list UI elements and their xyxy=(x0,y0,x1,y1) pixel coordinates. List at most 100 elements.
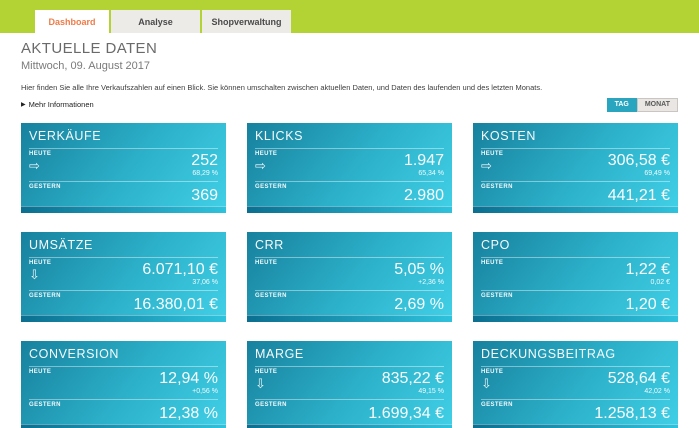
change-value: 68,29 % xyxy=(192,170,218,177)
page-description: Hier finden Sie alle Ihre Verkaufszahlen… xyxy=(21,83,543,92)
yesterday-label: GESTERN xyxy=(481,293,513,299)
yesterday-value: 2.980 xyxy=(403,187,444,204)
today-value: 528,64 € xyxy=(607,370,670,387)
change-value: 49,15 % xyxy=(418,388,444,395)
cards-grid: VERKÄUFE HEUTE ⇨ 252 68,29 % GESTERN 369… xyxy=(21,123,678,428)
arrow-right-icon: ⇨ xyxy=(481,159,492,174)
metric-card: CRR HEUTE 5,05 % +2,36 % GESTERN 2,69 % xyxy=(247,232,452,322)
today-value: 12,94 % xyxy=(159,370,218,387)
more-information-link[interactable]: ▶ Mehr Informationen xyxy=(21,100,94,109)
divider xyxy=(29,257,218,258)
today-value: 306,58 € xyxy=(607,152,670,169)
today-label: HEUTE xyxy=(29,260,52,266)
arrow-down-icon: ⇩ xyxy=(29,268,40,283)
card-title: KLICKS xyxy=(255,129,304,143)
tab-shopverwaltung[interactable]: Shopverwaltung xyxy=(202,10,291,33)
card-title: CPO xyxy=(481,238,510,252)
metric-card: CPO HEUTE 1,22 € 0,02 € GESTERN 1,20 € xyxy=(473,232,678,322)
yesterday-label: GESTERN xyxy=(481,184,513,190)
card-title: DECKUNGSBEITRAG xyxy=(481,347,616,361)
card-footer-bar xyxy=(247,424,452,428)
tag-button[interactable]: TAG xyxy=(606,97,637,112)
monat-button[interactable]: MONAT xyxy=(636,97,678,112)
yesterday-value: 16.380,01 € xyxy=(133,296,218,313)
card-footer-bar xyxy=(21,315,226,322)
divider xyxy=(481,366,670,367)
top-navigation-bar: Dashboard Analyse Shopverwaltung xyxy=(0,0,699,33)
metric-card: CONVERSION HEUTE 12,94 % +0,56 % GESTERN… xyxy=(21,341,226,428)
page-title: AKTUELLE DATEN xyxy=(21,40,158,57)
yesterday-label: GESTERN xyxy=(29,293,61,299)
today-value: 835,22 € xyxy=(381,370,444,387)
divider xyxy=(29,148,218,149)
change-value: 0,02 € xyxy=(650,279,670,286)
page-date: Mittwoch, 09. August 2017 xyxy=(21,60,151,72)
divider xyxy=(481,399,670,400)
today-label: HEUTE xyxy=(481,260,504,266)
day-month-toggle: TAG MONAT xyxy=(606,97,678,112)
card-footer-bar xyxy=(21,206,226,213)
change-value: 42,02 % xyxy=(644,388,670,395)
divider xyxy=(255,257,444,258)
yesterday-label: GESTERN xyxy=(29,402,61,408)
card-title: CRR xyxy=(255,238,284,252)
change-value: 69,49 % xyxy=(644,170,670,177)
today-value: 5,05 % xyxy=(394,261,444,278)
card-footer-bar xyxy=(247,206,452,213)
today-value: 6.071,10 € xyxy=(142,261,218,278)
tab-dashboard[interactable]: Dashboard xyxy=(35,10,109,33)
metric-card: KOSTEN HEUTE ⇨ 306,58 € 69,49 % GESTERN … xyxy=(473,123,678,213)
change-value: 37,06 % xyxy=(192,279,218,286)
divider xyxy=(29,366,218,367)
card-title: KOSTEN xyxy=(481,129,536,143)
yesterday-value: 369 xyxy=(191,187,218,204)
yesterday-value: 1,20 € xyxy=(625,296,670,313)
divider xyxy=(481,181,670,182)
metric-card: DECKUNGSBEITRAG HEUTE ⇩ 528,64 € 42,02 %… xyxy=(473,341,678,428)
today-label: HEUTE xyxy=(255,369,278,375)
card-title: CONVERSION xyxy=(29,347,120,361)
divider xyxy=(29,181,218,182)
card-footer-bar xyxy=(473,206,678,213)
divider xyxy=(481,148,670,149)
card-footer-bar xyxy=(21,424,226,428)
yesterday-label: GESTERN xyxy=(255,184,287,190)
divider xyxy=(255,366,444,367)
metric-card: MARGE HEUTE ⇩ 835,22 € 49,15 % GESTERN 1… xyxy=(247,341,452,428)
yesterday-value: 12,38 % xyxy=(159,405,218,422)
today-label: HEUTE xyxy=(481,369,504,375)
yesterday-label: GESTERN xyxy=(255,402,287,408)
yesterday-value: 1.699,34 € xyxy=(368,405,444,422)
yesterday-value: 2,69 % xyxy=(394,296,444,313)
today-label: HEUTE xyxy=(255,260,278,266)
today-value: 252 xyxy=(191,152,218,169)
arrow-right-icon: ⇨ xyxy=(29,159,40,174)
tab-analyse[interactable]: Analyse xyxy=(111,10,200,33)
metric-card: UMSÄTZE HEUTE ⇩ 6.071,10 € 37,06 % GESTE… xyxy=(21,232,226,322)
arrow-down-icon: ⇩ xyxy=(481,377,492,392)
change-value: +2,36 % xyxy=(418,279,444,286)
yesterday-label: GESTERN xyxy=(255,293,287,299)
change-value: 65,34 % xyxy=(418,170,444,177)
today-label: HEUTE xyxy=(29,369,52,375)
today-label: HEUTE xyxy=(255,151,278,157)
more-information-label: Mehr Informationen xyxy=(28,100,94,109)
yesterday-value: 1.258,13 € xyxy=(594,405,670,422)
today-label: HEUTE xyxy=(481,151,504,157)
divider xyxy=(29,290,218,291)
divider xyxy=(255,399,444,400)
card-title: UMSÄTZE xyxy=(29,238,93,252)
yesterday-value: 441,21 € xyxy=(607,187,670,204)
triangle-right-icon: ▶ xyxy=(21,102,26,108)
divider xyxy=(481,290,670,291)
divider xyxy=(255,290,444,291)
yesterday-label: GESTERN xyxy=(29,184,61,190)
change-value: +0,56 % xyxy=(192,388,218,395)
divider xyxy=(29,399,218,400)
today-label: HEUTE xyxy=(29,151,52,157)
divider xyxy=(255,181,444,182)
card-footer-bar xyxy=(473,424,678,428)
today-value: 1,22 € xyxy=(625,261,670,278)
arrow-right-icon: ⇨ xyxy=(255,159,266,174)
divider xyxy=(481,257,670,258)
